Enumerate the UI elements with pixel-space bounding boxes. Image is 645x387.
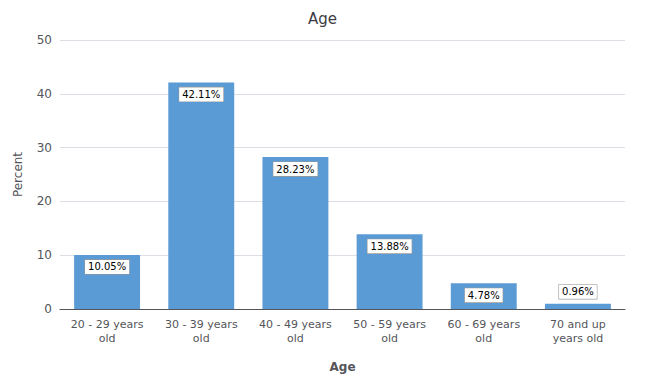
svg-text:30 - 39 years: 30 - 39 years	[165, 318, 238, 331]
svg-text:20 - 29 years: 20 - 29 years	[71, 318, 144, 331]
svg-text:13.88%: 13.88%	[371, 241, 409, 252]
svg-text:50 - 59 years: 50 - 59 years	[353, 318, 426, 331]
svg-text:old: old	[99, 332, 116, 345]
svg-text:0.96%: 0.96%	[562, 286, 594, 297]
svg-text:20: 20	[37, 194, 52, 208]
svg-text:Age: Age	[329, 360, 355, 374]
svg-text:old: old	[475, 332, 492, 345]
svg-text:old: old	[193, 332, 210, 345]
svg-text:30: 30	[37, 141, 52, 155]
svg-text:Percent: Percent	[11, 152, 25, 197]
svg-text:40: 40	[37, 87, 52, 101]
svg-text:Age: Age	[308, 10, 337, 28]
svg-text:old: old	[381, 332, 398, 345]
svg-text:4.78%: 4.78%	[468, 290, 500, 301]
svg-text:60 - 69 years: 60 - 69 years	[447, 318, 520, 331]
svg-text:42.11%: 42.11%	[182, 89, 220, 100]
svg-text:0: 0	[44, 302, 52, 316]
svg-text:10.05%: 10.05%	[88, 261, 126, 272]
svg-text:50: 50	[37, 33, 52, 47]
svg-text:40 - 49 years: 40 - 49 years	[259, 318, 332, 331]
svg-text:70 and up: 70 and up	[550, 318, 606, 331]
svg-text:28.23%: 28.23%	[276, 164, 314, 175]
svg-text:old: old	[287, 332, 304, 345]
svg-text:years old: years old	[553, 332, 604, 345]
svg-text:10: 10	[37, 248, 52, 262]
